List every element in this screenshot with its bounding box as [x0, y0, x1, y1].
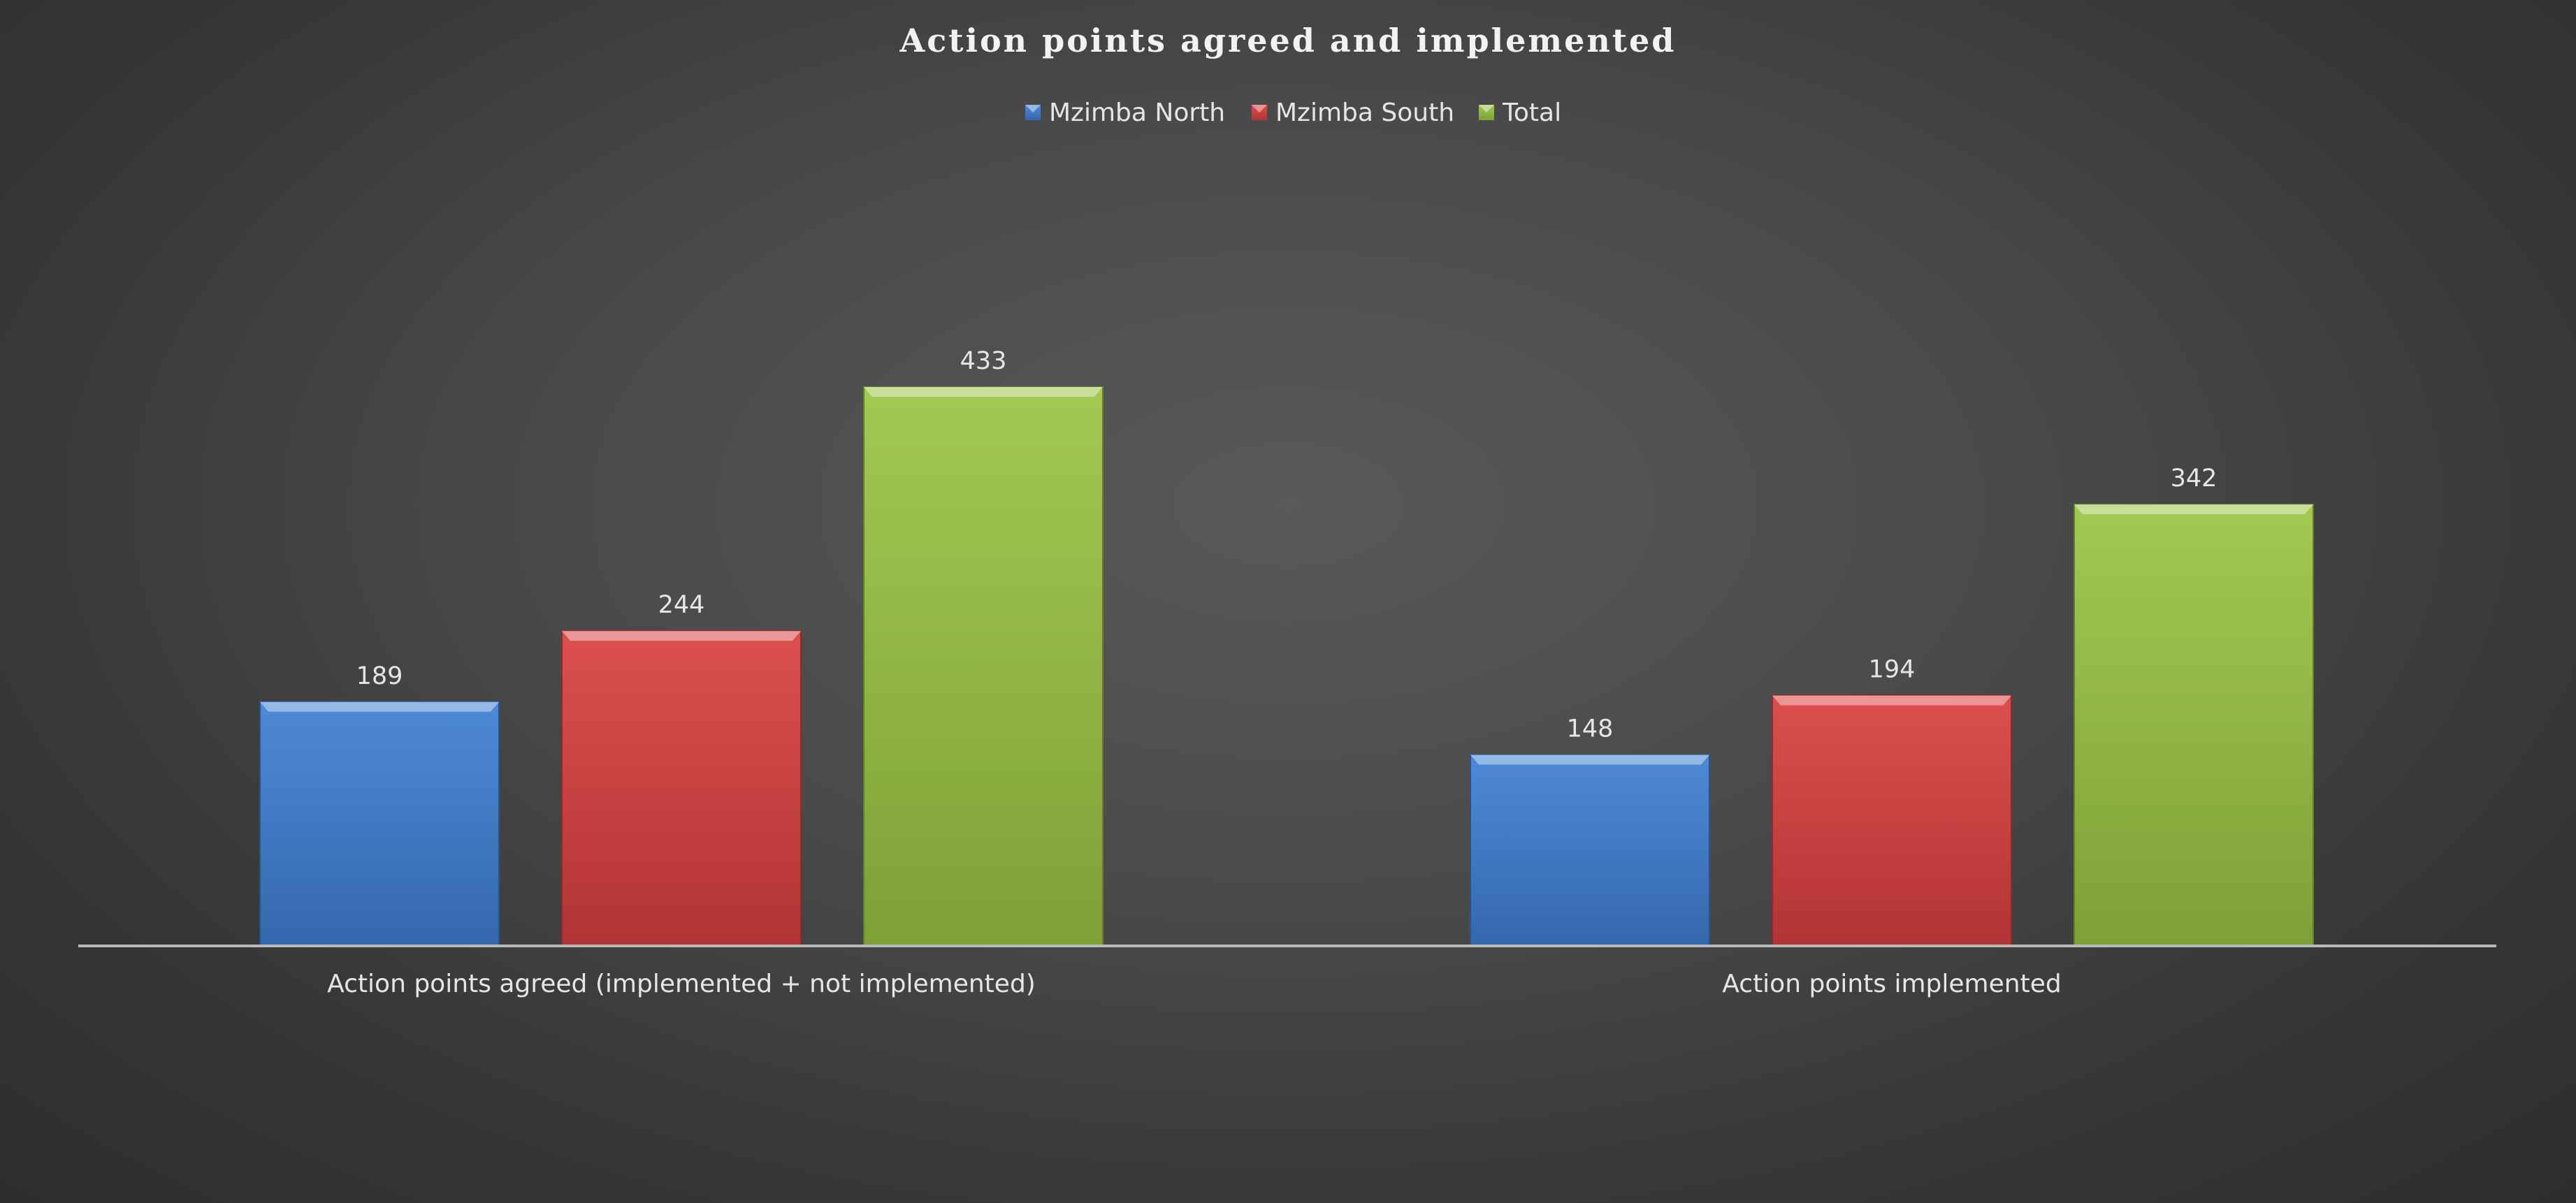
- bar-mzimba-south-1: [561, 630, 802, 947]
- bar-bevel-total-1: [864, 387, 1103, 397]
- legend-label-total: Total: [1502, 99, 1561, 127]
- data-label-mzimba-north-2: 148: [1567, 715, 1614, 743]
- bar-mzimba-north-1: [259, 701, 500, 947]
- legend-swatch-bevel-mzimba-north: [1025, 105, 1041, 112]
- chart-title: Action points agreed and implemented: [899, 22, 1677, 59]
- legend-swatch-bevel-mzimba-south: [1252, 105, 1267, 112]
- bar-mzimba-south-2: [1772, 694, 2012, 947]
- bar-bevel-total-2: [2074, 504, 2313, 515]
- x-tick-label-1: Action points agreed (implemented + not …: [327, 970, 1036, 998]
- bar-total-2: [2074, 504, 2314, 947]
- bar-bevel-mzimba-north-2: [1470, 754, 1709, 765]
- bar-bevel-mzimba-south-1: [562, 631, 801, 641]
- x-tick-label-2: Action points implemented: [1722, 970, 2061, 998]
- legend-label-mzimba-south: Mzimba South: [1275, 99, 1454, 127]
- data-label-total-2: 342: [2171, 465, 2217, 493]
- bar-bevel-mzimba-south-2: [1772, 695, 2011, 706]
- data-label-mzimba-south-1: 244: [658, 591, 705, 619]
- data-label-mzimba-south-2: 194: [1869, 656, 1916, 684]
- data-label-mzimba-north-1: 189: [356, 662, 403, 690]
- bar-mzimba-north-2: [1470, 754, 1710, 947]
- data-label-total-1: 433: [960, 347, 1007, 375]
- legend-swatch-bevel-total: [1479, 105, 1494, 112]
- legend-label-mzimba-north: Mzimba North: [1049, 99, 1225, 127]
- legend: Mzimba North Mzimba South Total: [1025, 99, 1561, 127]
- bar-total-1: [863, 386, 1104, 947]
- x-axis-tick-labels: Action points agreed (implemented + not …: [327, 970, 2062, 998]
- bar-bevel-mzimba-north-1: [260, 701, 499, 712]
- bars-group: 189 244 433 148 194 342: [259, 347, 2314, 947]
